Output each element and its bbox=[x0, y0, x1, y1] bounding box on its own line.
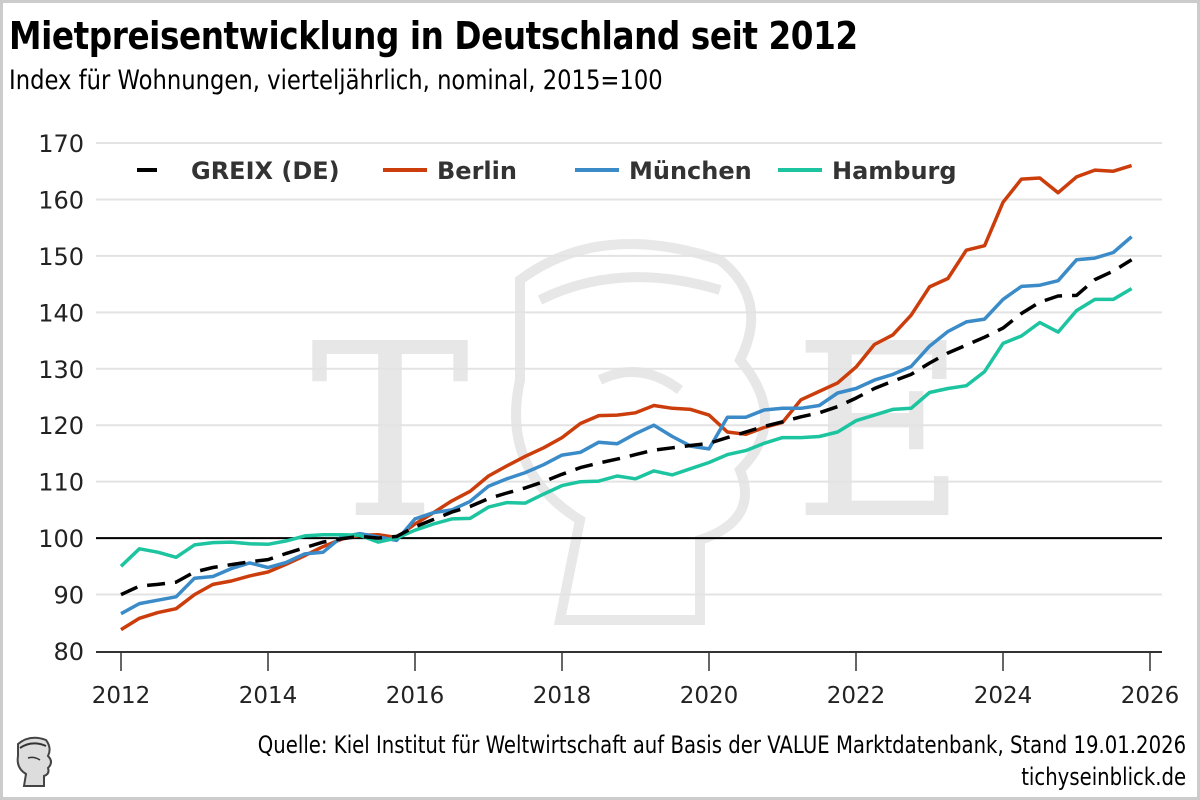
series-line-greix-de bbox=[120, 258, 1133, 597]
x-tick-label: 2018 bbox=[533, 683, 592, 709]
x-tick-label: 2022 bbox=[827, 683, 886, 709]
y-tick-label: 160 bbox=[38, 186, 84, 214]
x-tick-label: 2024 bbox=[974, 683, 1033, 709]
series-lines bbox=[119, 163, 1133, 632]
x-tick-label: 2016 bbox=[386, 683, 445, 709]
x-tick-label: 2020 bbox=[680, 683, 739, 709]
chart-frame bbox=[3, 3, 1197, 797]
y-tick-label: 150 bbox=[38, 243, 84, 271]
x-tick-label: 2026 bbox=[1121, 683, 1180, 709]
legend-label: Hamburg bbox=[832, 157, 957, 185]
series-line-münchen bbox=[120, 235, 1133, 616]
series-line-hamburg bbox=[119, 287, 1133, 568]
chart-subtitle: Index für Wohnungen, vierteljährlich, no… bbox=[9, 65, 663, 96]
series-line-berlin bbox=[120, 163, 1133, 632]
watermark-letter-t: T bbox=[310, 292, 470, 572]
y-tick-label: 110 bbox=[38, 469, 84, 497]
watermark: T E bbox=[310, 239, 968, 625]
y-tick-label: 90 bbox=[53, 582, 84, 610]
hermes-head-icon bbox=[16, 736, 52, 787]
legend: GREIX (DE) Berlin München Hamburg bbox=[137, 157, 957, 185]
x-tick-label: 2014 bbox=[239, 683, 298, 709]
axes: 80 90 100 110 120 130 140 150 160 170 2012 2014 2016… bbox=[38, 130, 1179, 709]
y-tick-label: 130 bbox=[38, 356, 84, 384]
y-tick-label: 100 bbox=[38, 525, 84, 553]
x-tick-label: 2012 bbox=[92, 683, 151, 709]
y-tick-label: 170 bbox=[38, 130, 84, 158]
y-tick-label: 80 bbox=[53, 638, 84, 666]
legend-label: GREIX (DE) bbox=[191, 157, 340, 185]
legend-label: München bbox=[629, 157, 752, 185]
y-tick-label: 140 bbox=[38, 299, 84, 327]
y-tick-label: 120 bbox=[38, 412, 84, 440]
site-credit: tichyseinblick.de bbox=[1021, 763, 1186, 791]
source-note: Quelle: Kiel Institut für Weltwirtschaft… bbox=[257, 731, 1186, 759]
grid-lines bbox=[96, 142, 1162, 596]
legend-label: Berlin bbox=[437, 157, 517, 185]
chart-title: Mietpreisentwicklung in Deutschland seit… bbox=[9, 14, 858, 58]
watermark-letter-e: E bbox=[792, 292, 967, 572]
